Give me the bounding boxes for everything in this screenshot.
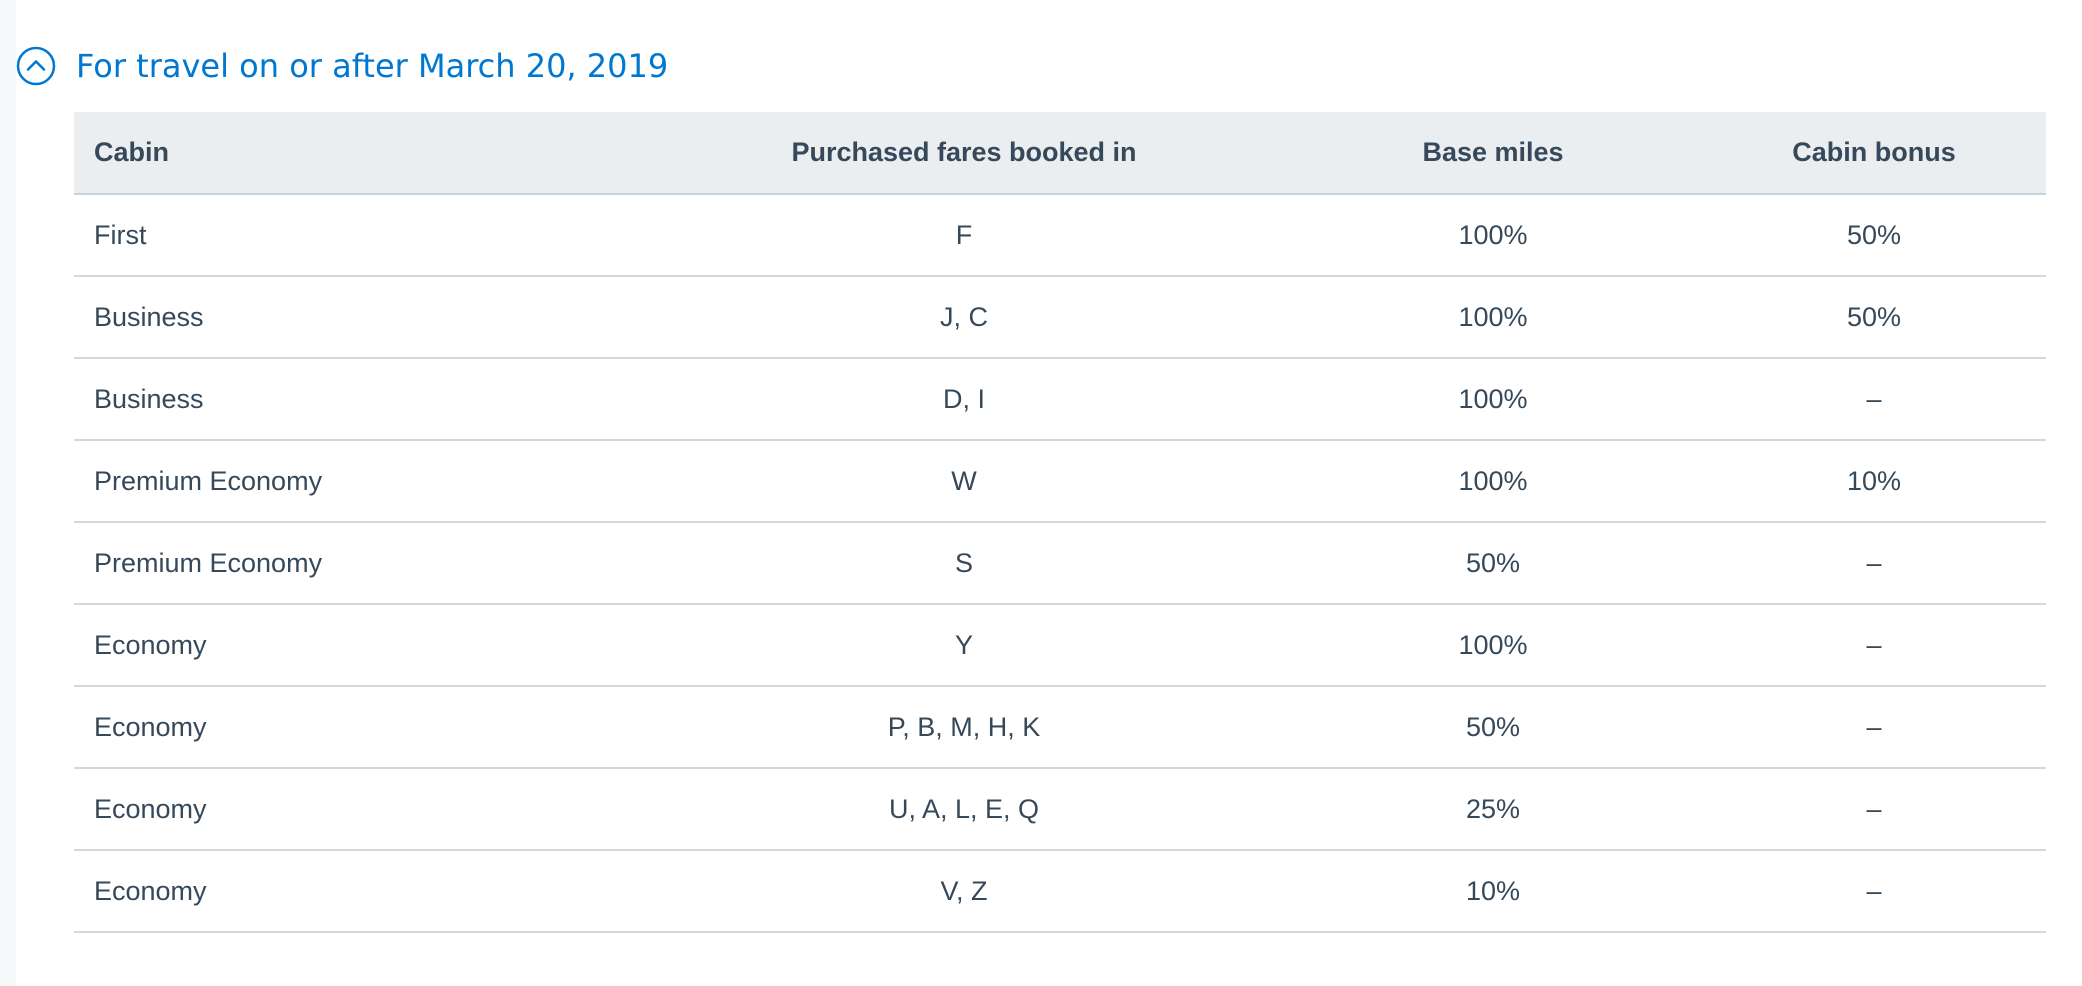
table-row: Economy V, Z 10% –	[74, 850, 2046, 932]
cell-cabin: Premium Economy	[94, 547, 323, 578]
cell-base-miles: 50%	[1465, 711, 1521, 742]
cell-cabin-bonus: –	[1866, 793, 1882, 824]
cell-cabin: Premium Economy	[94, 465, 323, 496]
cell-cabin: Economy	[94, 875, 207, 906]
cell-base-miles: 100%	[1458, 301, 1528, 332]
cell-cabin: Economy	[94, 711, 207, 742]
fare-table: Cabin Purchased fares booked in Base mil…	[74, 112, 2046, 933]
cell-fares: Y	[954, 629, 973, 660]
table-row: Business D, I 100% –	[74, 358, 2046, 440]
cell-fares: U, A, L, E, Q	[888, 793, 1040, 824]
cell-base-miles: 25%	[1465, 793, 1521, 824]
cell-base-miles: 100%	[1458, 219, 1528, 250]
cell-cabin-bonus: 10%	[1846, 465, 1902, 496]
cell-base-miles: 100%	[1458, 629, 1528, 660]
cell-fares: J, C	[939, 301, 988, 332]
table-row: Economy P, B, M, H, K 50% –	[74, 686, 2046, 768]
table-row: First F 100% 50%	[74, 194, 2046, 276]
cell-cabin: Business	[94, 383, 204, 414]
cell-base-miles: 50%	[1465, 547, 1521, 578]
cell-fares: S	[954, 547, 973, 578]
cell-cabin: Business	[94, 301, 204, 332]
table-row: Premium Economy S 50% –	[74, 522, 2046, 604]
cell-fares: D, I	[942, 383, 985, 414]
table-row: Economy U, A, L, E, Q 25% –	[74, 768, 2046, 850]
table-row: Premium Economy W 100% 10%	[74, 440, 2046, 522]
cell-fares: F	[955, 219, 973, 250]
section-toggle[interactable]: For travel on or after March 20, 2019	[16, 40, 668, 92]
cell-base-miles: 10%	[1465, 875, 1521, 906]
left-gutter	[0, 0, 16, 986]
section-title[interactable]: For travel on or after March 20, 2019	[76, 47, 669, 85]
column-header-cabin-bonus: Cabin bonus	[1702, 112, 2046, 195]
cell-cabin-bonus: –	[1866, 383, 1882, 414]
cell-base-miles: 100%	[1458, 465, 1528, 496]
cell-fares: V, Z	[940, 875, 988, 906]
cell-cabin: Economy	[94, 793, 207, 824]
cell-cabin-bonus: 50%	[1846, 219, 1902, 250]
table-row: Business J, C 100% 50%	[74, 276, 2046, 358]
cell-cabin-bonus: –	[1866, 875, 1882, 906]
cell-cabin-bonus: –	[1866, 629, 1882, 660]
column-header-fares: Purchased fares booked in	[644, 112, 1284, 195]
cell-cabin: First	[94, 219, 147, 250]
cell-fares: W	[951, 465, 977, 496]
table-row: Economy Y 100% –	[74, 604, 2046, 686]
cell-cabin-bonus: –	[1866, 711, 1882, 742]
cell-cabin: Economy	[94, 629, 207, 660]
chevron-up-circle-icon[interactable]	[16, 46, 56, 86]
cell-cabin-bonus: –	[1866, 547, 1882, 578]
cell-fares: P, B, M, H, K	[887, 711, 1041, 742]
column-header-base-miles: Base miles	[1284, 112, 1702, 195]
column-header-cabin: Cabin	[74, 112, 644, 195]
cell-cabin-bonus: 50%	[1846, 301, 1902, 332]
table-header-row: Cabin Purchased fares booked in Base mil…	[74, 112, 2046, 195]
cell-base-miles: 100%	[1458, 383, 1528, 414]
